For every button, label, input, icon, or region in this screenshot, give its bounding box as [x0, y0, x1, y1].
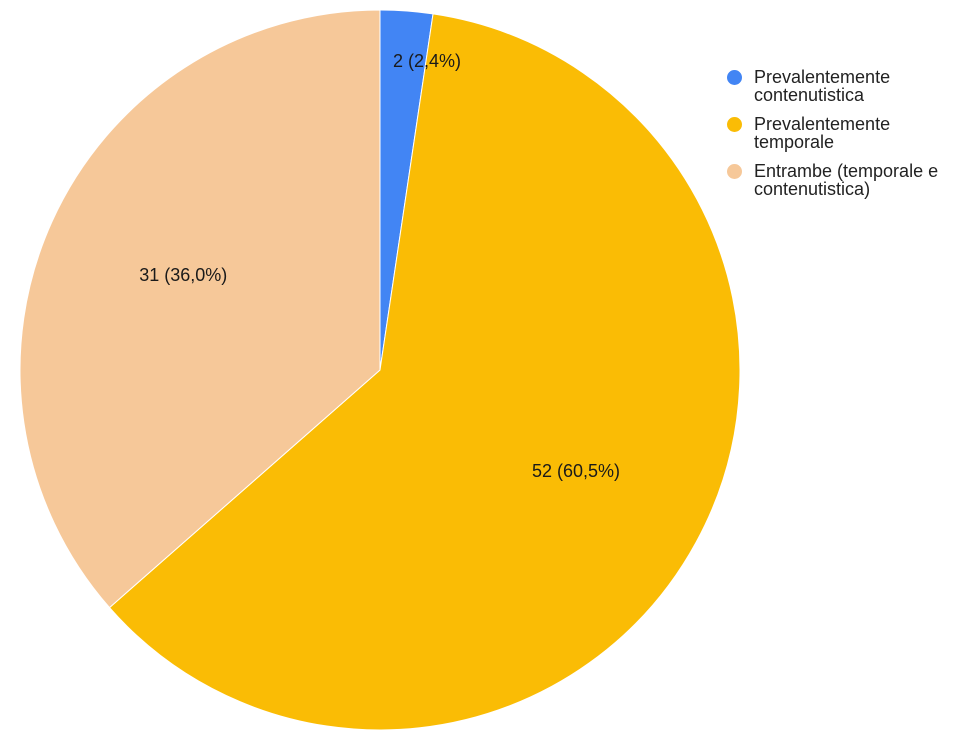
legend-label-line: Entrambe (temporale e: [754, 161, 939, 181]
legend-item-entrambe: Entrambe (temporale e contenutistica): [722, 162, 978, 198]
legend-item-contenutistica: Prevalentemente contenutistica: [722, 68, 978, 104]
pie-slice-1: [108, 13, 741, 731]
legend-label-line: Prevalentemente: [754, 67, 891, 87]
legend-label-line: contenutistica: [754, 85, 865, 105]
legend-label-line: temporale: [754, 132, 835, 152]
legend-item-temporale: Prevalentemente temporale: [722, 115, 978, 151]
legend-label-line: Prevalentemente: [754, 114, 891, 134]
slice-data-label-2: 31 (36,0%): [139, 265, 227, 285]
legend-label-line: contenutistica): [754, 179, 871, 199]
legend: Prevalentemente contenutistica Prevalent…: [722, 68, 978, 209]
slice-data-label-0: 2 (2,4%): [393, 51, 461, 71]
legend-swatch-entrambe: [727, 164, 742, 179]
legend-swatch-contenutistica: [727, 70, 742, 85]
pie-slice-2: [19, 9, 381, 609]
legend-swatch-temporale: [727, 117, 742, 132]
slice-data-label-1: 52 (60,5%): [532, 461, 620, 481]
